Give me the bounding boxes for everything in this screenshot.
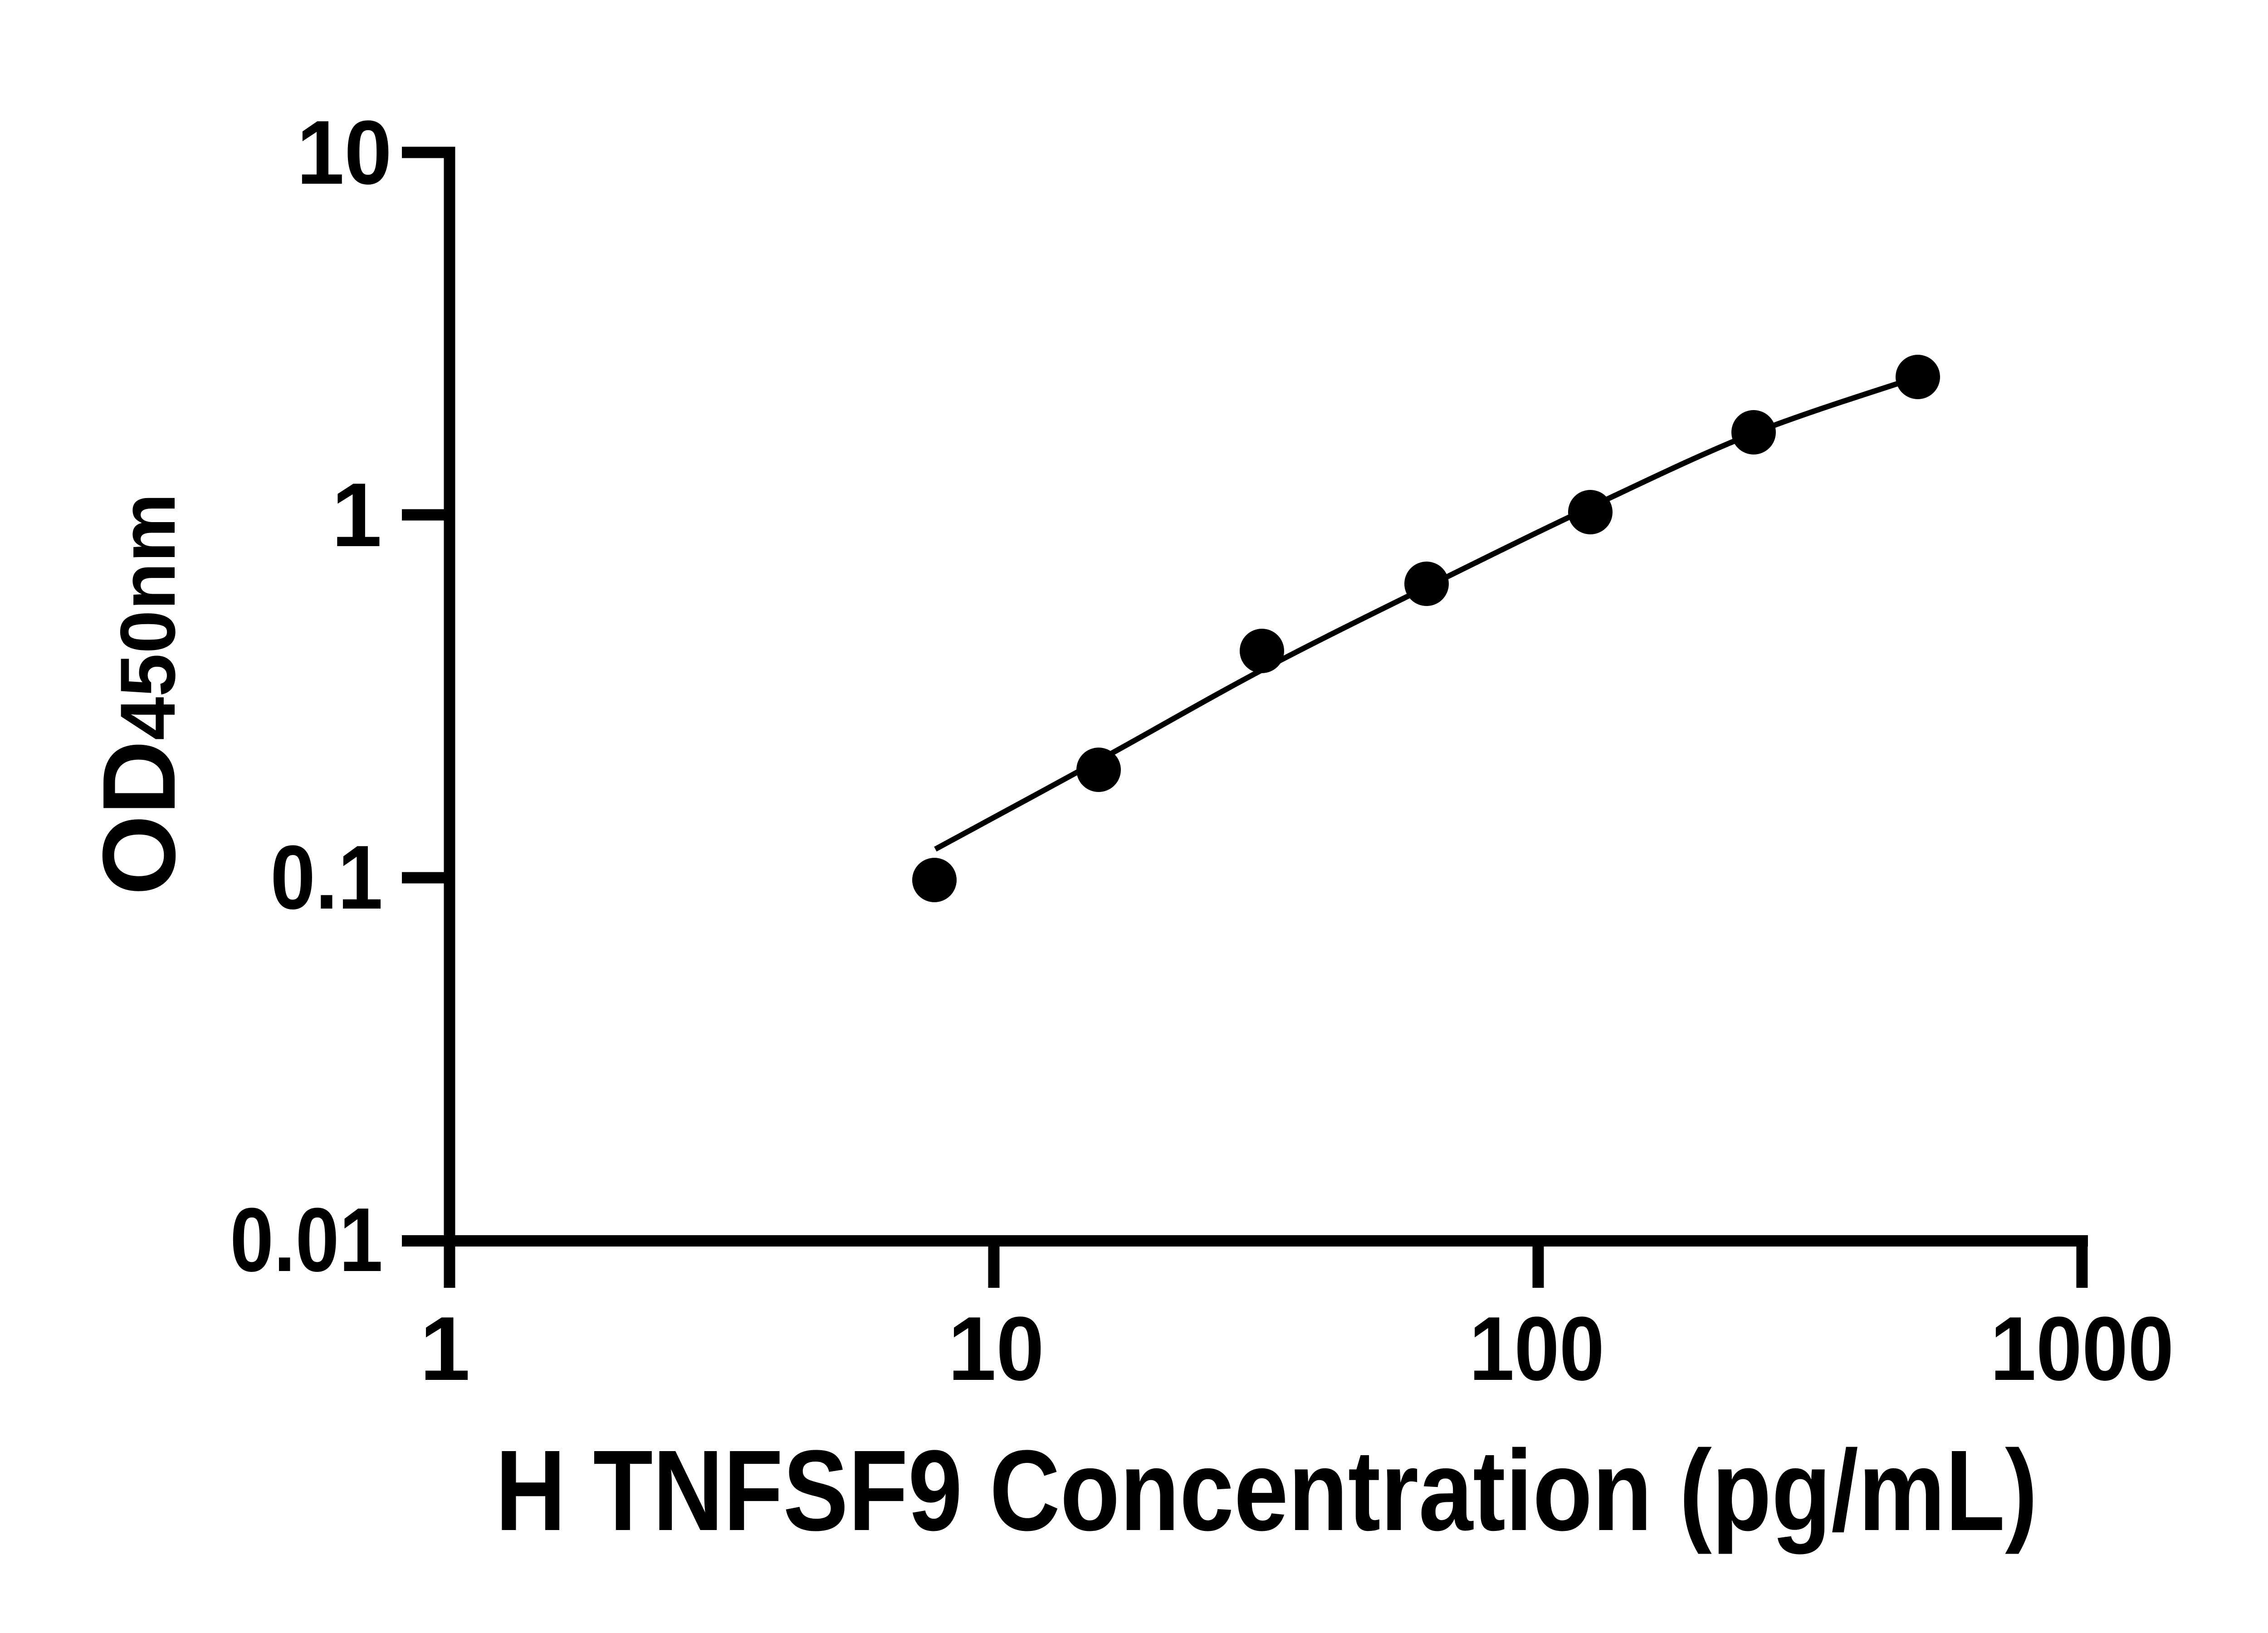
svg-text:1: 1 xyxy=(332,464,382,566)
svg-text:0.01: 0.01 xyxy=(230,1189,383,1291)
svg-text:100: 100 xyxy=(1469,1298,1604,1399)
svg-text:0.1: 0.1 xyxy=(270,827,383,928)
svg-text:OD450nm: OD450nm xyxy=(82,493,197,895)
svg-text:10: 10 xyxy=(948,1298,1044,1399)
svg-text:1000: 1000 xyxy=(1990,1298,2174,1399)
svg-text:10: 10 xyxy=(297,102,392,203)
svg-text:H TNFSF9 Concentration (pg/mL): H TNFSF9 Concentration (pg/mL) xyxy=(495,1426,2038,1555)
svg-text:1: 1 xyxy=(420,1298,470,1399)
